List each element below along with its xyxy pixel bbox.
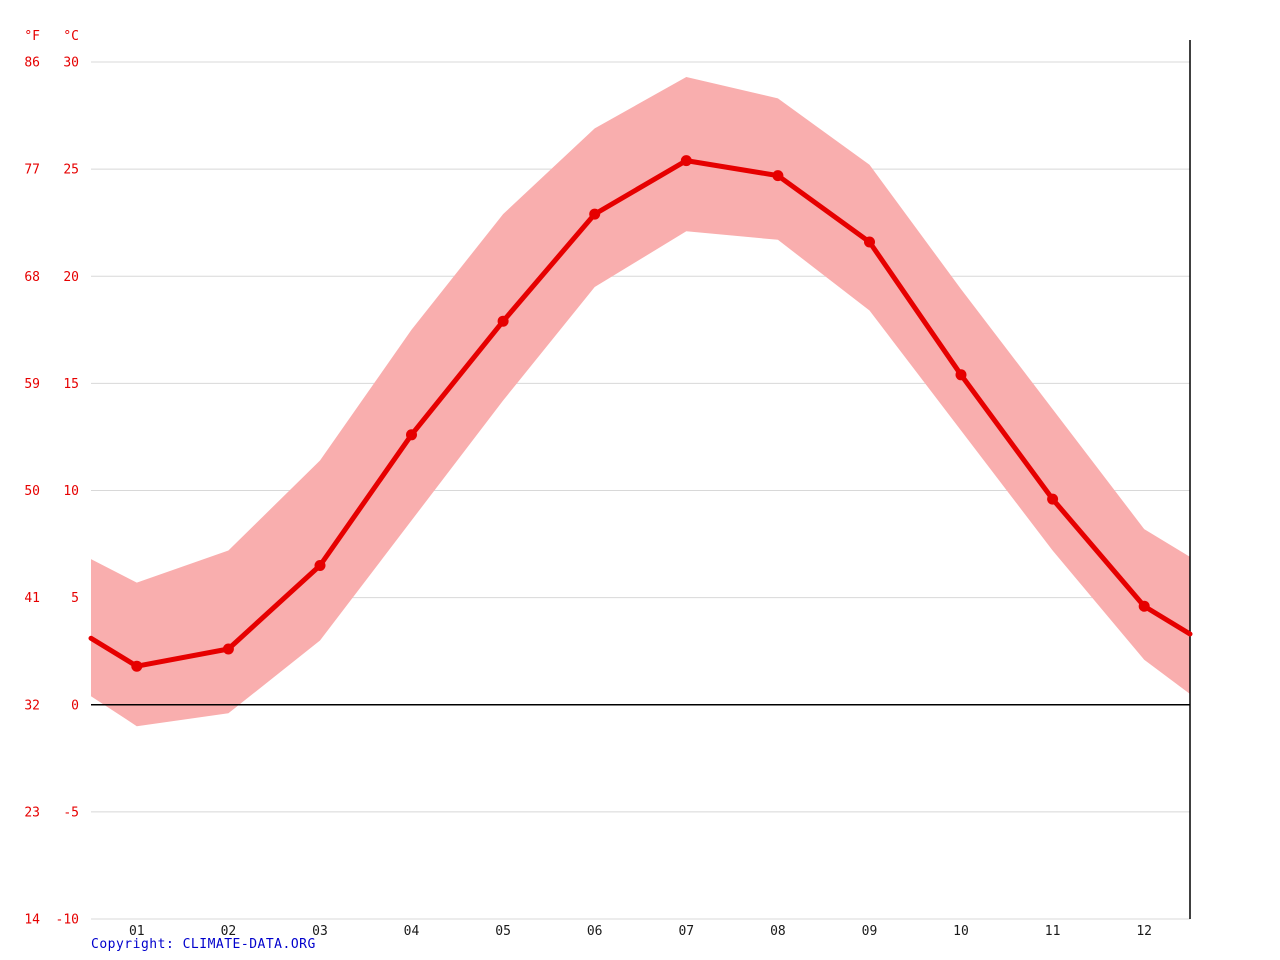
- y-tick-fahrenheit: 32: [24, 698, 40, 713]
- y-tick-fahrenheit: 23: [24, 805, 40, 820]
- temperature-range-band: [91, 77, 1190, 727]
- data-point-11: [1047, 493, 1059, 505]
- y-tick-fahrenheit: 77: [24, 163, 40, 178]
- data-point-03: [314, 560, 326, 571]
- data-point-08: [772, 170, 784, 182]
- y-tick-celsius: 20: [63, 270, 79, 285]
- y-tick-fahrenheit: 50: [24, 484, 40, 499]
- y-tick-celsius: -5: [63, 805, 79, 820]
- data-point-10: [955, 369, 967, 381]
- x-tick-month: 04: [404, 924, 420, 939]
- x-tick-month: 02: [221, 924, 237, 939]
- data-point-06: [589, 208, 601, 220]
- y-tick-celsius: 25: [63, 163, 79, 178]
- y-tick-celsius: 0: [71, 698, 79, 713]
- y-tick-celsius: 5: [71, 591, 79, 606]
- fahrenheit-axis-label: °F: [24, 29, 40, 44]
- data-point-09: [864, 236, 875, 248]
- x-tick-month: 06: [587, 924, 603, 939]
- x-tick-month: 07: [678, 924, 694, 939]
- y-tick-fahrenheit: 68: [24, 270, 40, 285]
- data-point-01: [131, 660, 143, 672]
- mean-temperature-line: [88, 158, 1193, 669]
- data-point-02: [222, 643, 234, 655]
- y-tick-fahrenheit: 14: [24, 913, 40, 928]
- copyright-line: Copyright: CLIMATE-DATA.ORG: [91, 937, 316, 952]
- y-tick-fahrenheit: 86: [24, 56, 40, 71]
- y-tick-fahrenheit: 41: [24, 591, 40, 606]
- copyright-prefix: Copyright:: [91, 937, 183, 952]
- y-tick-fahrenheit: 59: [24, 377, 40, 392]
- x-tick-month: 01: [129, 924, 145, 939]
- data-point-07: [680, 155, 692, 167]
- x-tick-month: 09: [862, 924, 878, 939]
- climate-data-org-link[interactable]: CLIMATE-DATA.ORG: [182, 937, 316, 952]
- x-tick-month: 12: [1136, 924, 1152, 939]
- y-tick-celsius: 30: [63, 56, 79, 71]
- y-tick-celsius: 15: [63, 377, 79, 392]
- x-tick-month: 11: [1045, 924, 1061, 939]
- x-tick-month: 08: [770, 924, 786, 939]
- y-tick-celsius: -10: [56, 913, 79, 928]
- data-point-04: [406, 429, 417, 441]
- celsius-axis-label: °C: [63, 29, 79, 44]
- x-tick-month: 05: [495, 924, 511, 939]
- data-point-12: [1138, 600, 1150, 612]
- x-tick-month: 10: [953, 924, 969, 939]
- y-tick-celsius: 10: [63, 484, 79, 499]
- data-point-05: [497, 315, 509, 327]
- x-tick-month: 03: [312, 924, 328, 939]
